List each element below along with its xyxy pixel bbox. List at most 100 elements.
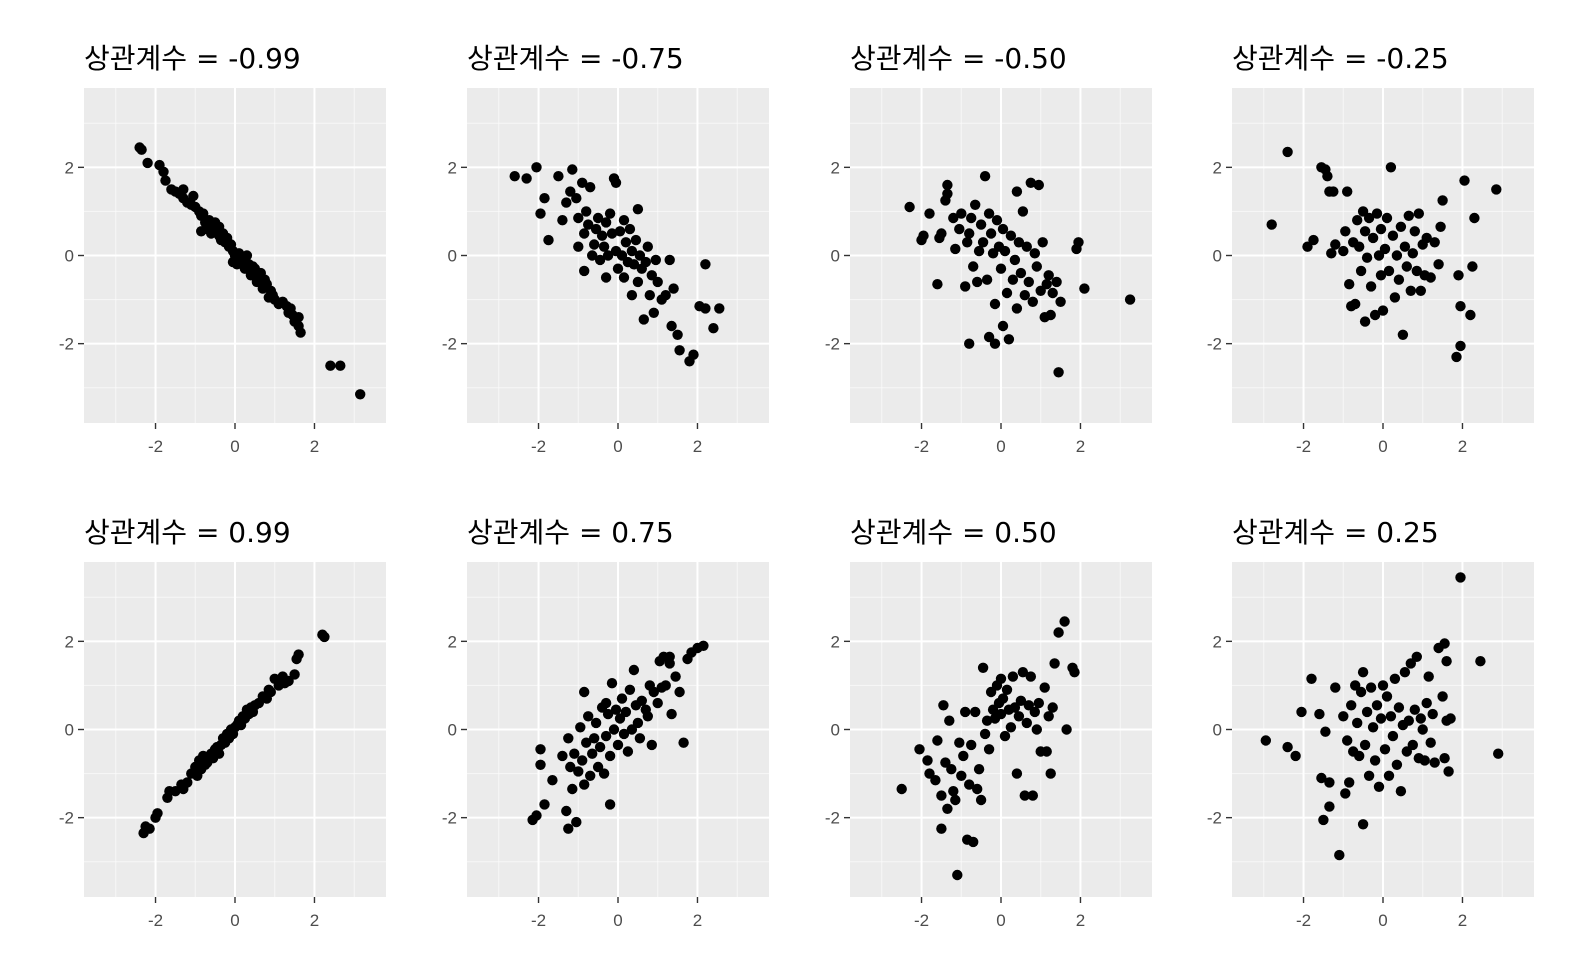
data-point xyxy=(283,675,294,687)
x-tick-label: 2 xyxy=(693,911,702,930)
data-point xyxy=(648,686,659,698)
data-point xyxy=(956,208,967,219)
data-point xyxy=(936,228,947,239)
data-point xyxy=(1027,296,1039,307)
scatter-panel-1: 상관계수 = -0.99 -2 0 2 2 0 -2 xyxy=(59,42,386,456)
data-point xyxy=(642,241,653,252)
data-point xyxy=(604,208,616,219)
data-point xyxy=(1302,241,1313,252)
data-point xyxy=(1260,735,1272,746)
data-point xyxy=(596,230,608,241)
data-point xyxy=(1451,351,1462,363)
data-point xyxy=(1411,651,1423,662)
data-point xyxy=(620,237,632,248)
data-point xyxy=(666,320,677,332)
data-point xyxy=(1005,230,1017,241)
data-point xyxy=(1381,691,1393,702)
data-point xyxy=(1357,206,1369,217)
data-point xyxy=(1357,819,1369,830)
x-tick-label: 0 xyxy=(613,437,622,456)
data-point xyxy=(1385,162,1397,173)
data-point xyxy=(668,283,679,294)
data-point xyxy=(612,263,624,274)
scatter-panel-5: 상관계수 = 0.99 -2 0 2 2 0 -2 xyxy=(59,516,386,930)
data-point xyxy=(1043,270,1054,281)
data-point xyxy=(1407,248,1419,259)
x-tick-label: 0 xyxy=(613,911,622,930)
data-point xyxy=(577,177,588,188)
data-point xyxy=(1437,691,1448,702)
data-point xyxy=(1393,702,1405,713)
data-point xyxy=(1344,279,1355,290)
data-point xyxy=(1445,713,1456,724)
data-point xyxy=(972,276,983,288)
data-point xyxy=(1377,680,1389,691)
data-point xyxy=(1401,746,1413,757)
x-tick-label: 0 xyxy=(1378,437,1387,456)
data-point xyxy=(535,208,546,219)
y-tick-label: -2 xyxy=(442,335,457,354)
data-point xyxy=(1469,212,1480,224)
x-tick-label: 2 xyxy=(1458,911,1467,930)
data-point xyxy=(241,250,253,261)
data-point xyxy=(640,256,651,268)
data-point xyxy=(1340,788,1351,799)
data-point xyxy=(678,737,689,748)
data-point xyxy=(1007,274,1019,285)
y-tick-label: 0 xyxy=(65,247,74,266)
y-tick-label: 0 xyxy=(448,247,457,266)
data-point xyxy=(1061,724,1072,735)
data-point xyxy=(1009,702,1021,713)
y-tick-label: 2 xyxy=(448,632,457,651)
data-point xyxy=(1059,616,1070,627)
data-point xyxy=(936,823,947,834)
data-point xyxy=(136,144,147,155)
data-point xyxy=(600,217,612,228)
data-point xyxy=(1389,673,1401,684)
data-point xyxy=(1053,627,1064,638)
data-point xyxy=(1419,755,1430,766)
x-tick-label: 2 xyxy=(1076,911,1085,930)
data-point xyxy=(1011,186,1023,197)
data-point xyxy=(1441,656,1452,667)
data-point xyxy=(600,272,612,283)
data-point xyxy=(644,290,655,301)
x-tick-label: 0 xyxy=(996,437,1005,456)
data-point xyxy=(616,693,628,704)
data-point xyxy=(948,786,959,797)
panel-title: 상관계수 = 0.25 xyxy=(1232,516,1439,549)
data-point xyxy=(1017,206,1029,217)
data-point xyxy=(664,254,675,266)
data-point xyxy=(1417,724,1428,735)
data-point xyxy=(970,706,981,718)
data-point xyxy=(608,724,620,735)
data-point xyxy=(1391,759,1403,770)
data-point xyxy=(1391,250,1403,261)
data-point xyxy=(1425,737,1436,748)
data-point xyxy=(557,215,568,226)
data-point xyxy=(543,234,554,246)
data-point xyxy=(1375,223,1387,235)
data-point xyxy=(991,215,1003,226)
data-point xyxy=(1437,195,1448,206)
data-point xyxy=(1405,658,1417,669)
scatter-panel-2: 상관계수 = -0.75 -2 0 2 2 0 -2 xyxy=(442,42,769,456)
data-point xyxy=(1013,237,1025,248)
data-point xyxy=(1055,296,1066,307)
data-point xyxy=(1375,270,1387,281)
data-point xyxy=(932,735,943,746)
data-point xyxy=(563,823,574,834)
data-point xyxy=(587,250,598,261)
data-point xyxy=(626,245,638,257)
data-point xyxy=(944,715,955,726)
data-point xyxy=(946,764,957,775)
data-point xyxy=(598,241,610,252)
data-point xyxy=(618,728,630,740)
data-point xyxy=(1361,252,1373,263)
data-point xyxy=(977,662,989,673)
data-point xyxy=(602,250,614,261)
data-point xyxy=(579,265,590,277)
data-point xyxy=(1365,682,1377,693)
data-point xyxy=(1045,768,1056,779)
data-point xyxy=(624,223,636,235)
